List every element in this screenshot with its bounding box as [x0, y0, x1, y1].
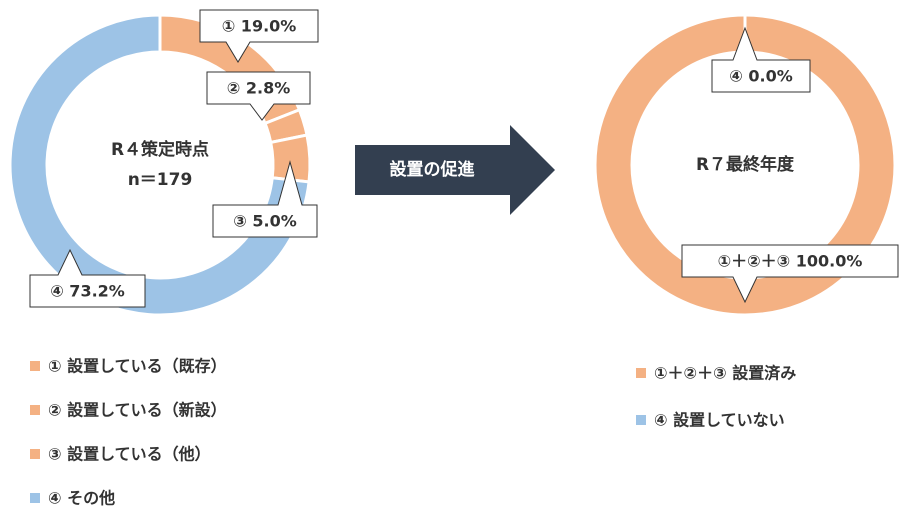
callout-box — [29, 248, 146, 308]
callout-box — [711, 26, 811, 93]
data-label: ③ 5.0% — [233, 212, 297, 231]
center-label: n＝179 — [128, 170, 193, 190]
callout-box — [212, 160, 318, 238]
legend-swatch — [636, 368, 646, 378]
donut-slice — [8, 13, 311, 317]
data-label: ② 2.8% — [227, 79, 291, 98]
data-label: ① 19.0% — [222, 17, 297, 36]
arrow-label: 設置の促進 — [390, 159, 475, 180]
arrow — [355, 125, 555, 215]
legend-swatch — [636, 415, 646, 425]
callout-box — [206, 71, 311, 121]
data-label: ①＋②＋③ 100.0% — [718, 252, 863, 271]
legend-label: ② 設置している（新設） — [48, 401, 227, 420]
callout-box — [681, 244, 899, 304]
legend-label: ①＋②＋③ 設置済み — [654, 364, 796, 383]
legend-label: ④ その他 — [48, 489, 115, 508]
legend-swatch — [30, 405, 40, 415]
data-label: ④ 73.2% — [50, 282, 125, 301]
legend-swatch — [30, 493, 40, 503]
center-label: R４策定時点 — [111, 139, 209, 160]
legend-swatch — [30, 361, 40, 371]
data-label: ④ 0.0% — [729, 67, 793, 86]
legend-label: ④ 設置していない — [654, 411, 785, 430]
callout-box — [199, 9, 319, 63]
center-label: R７最終年度 — [696, 154, 795, 175]
legend-label: ① 設置している（既存） — [48, 357, 227, 376]
legend-label: ③ 設置している（他） — [48, 445, 211, 464]
legend-swatch — [30, 449, 40, 459]
